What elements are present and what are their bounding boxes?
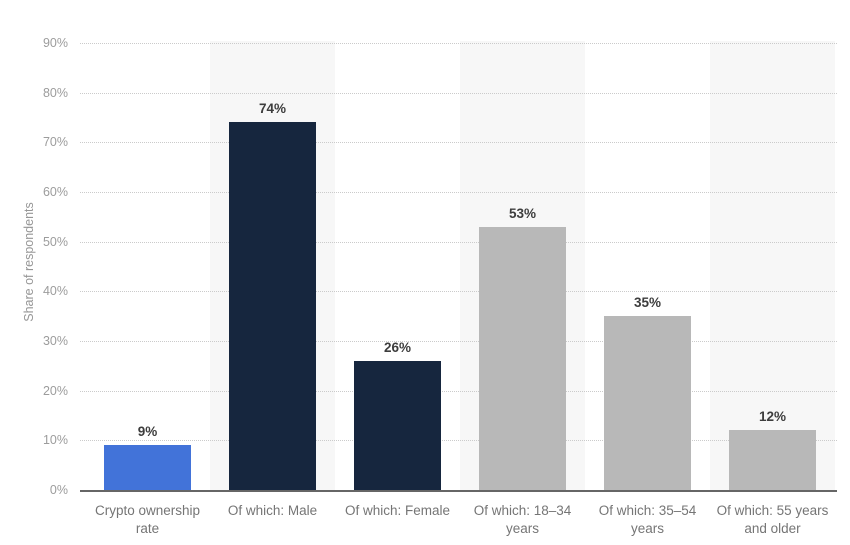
y-tick-label: 20%	[42, 384, 68, 398]
y-tick-label: 60%	[42, 185, 68, 199]
x-axis-line	[80, 490, 837, 492]
gridline	[80, 43, 837, 44]
x-axis-label: Of which: Female	[344, 503, 451, 518]
y-tick-label: 90%	[42, 36, 68, 50]
x-axis-label: Of which: Male	[227, 503, 318, 518]
gridline	[80, 341, 837, 342]
plot-area: 9% 74% 26% 53% 35% 12%	[80, 41, 837, 492]
gridline	[80, 242, 837, 243]
y-axis-title: Share of respondents	[22, 202, 36, 322]
bar[interactable]	[729, 430, 816, 490]
y-tick-label: 40%	[42, 284, 68, 298]
bar[interactable]	[479, 227, 566, 490]
gridline	[80, 440, 837, 441]
bar[interactable]	[229, 122, 316, 490]
bar-value-label: 26%	[383, 340, 412, 355]
gridline	[80, 192, 837, 193]
column-band	[710, 41, 835, 490]
gridline	[80, 93, 837, 94]
bar-value-label: 35%	[633, 295, 662, 310]
bar[interactable]	[104, 445, 191, 490]
bar-value-label: 74%	[258, 101, 287, 116]
x-axis-label: Of which: 35–54 years	[598, 503, 697, 536]
y-tick-label: 10%	[42, 433, 68, 447]
y-tick-label: 0%	[49, 483, 68, 497]
y-tick-label: 70%	[42, 135, 68, 149]
bar[interactable]	[354, 361, 441, 490]
bar-value-label: 12%	[758, 409, 787, 424]
y-tick-label: 80%	[42, 86, 68, 100]
x-axis-label: Of which: 55 years and older	[716, 503, 829, 536]
gridline	[80, 391, 837, 392]
column-band	[85, 41, 210, 490]
x-axis-label: Crypto ownership rate	[94, 503, 201, 536]
y-tick-label: 50%	[42, 235, 68, 249]
gridline	[80, 291, 837, 292]
y-tick-label: 30%	[42, 334, 68, 348]
bar-value-label: 53%	[508, 206, 537, 221]
gridline	[80, 142, 837, 143]
x-axis-label: Of which: 18–34 years	[473, 503, 572, 536]
bar-value-label: 9%	[137, 424, 158, 439]
bar[interactable]	[604, 316, 691, 490]
